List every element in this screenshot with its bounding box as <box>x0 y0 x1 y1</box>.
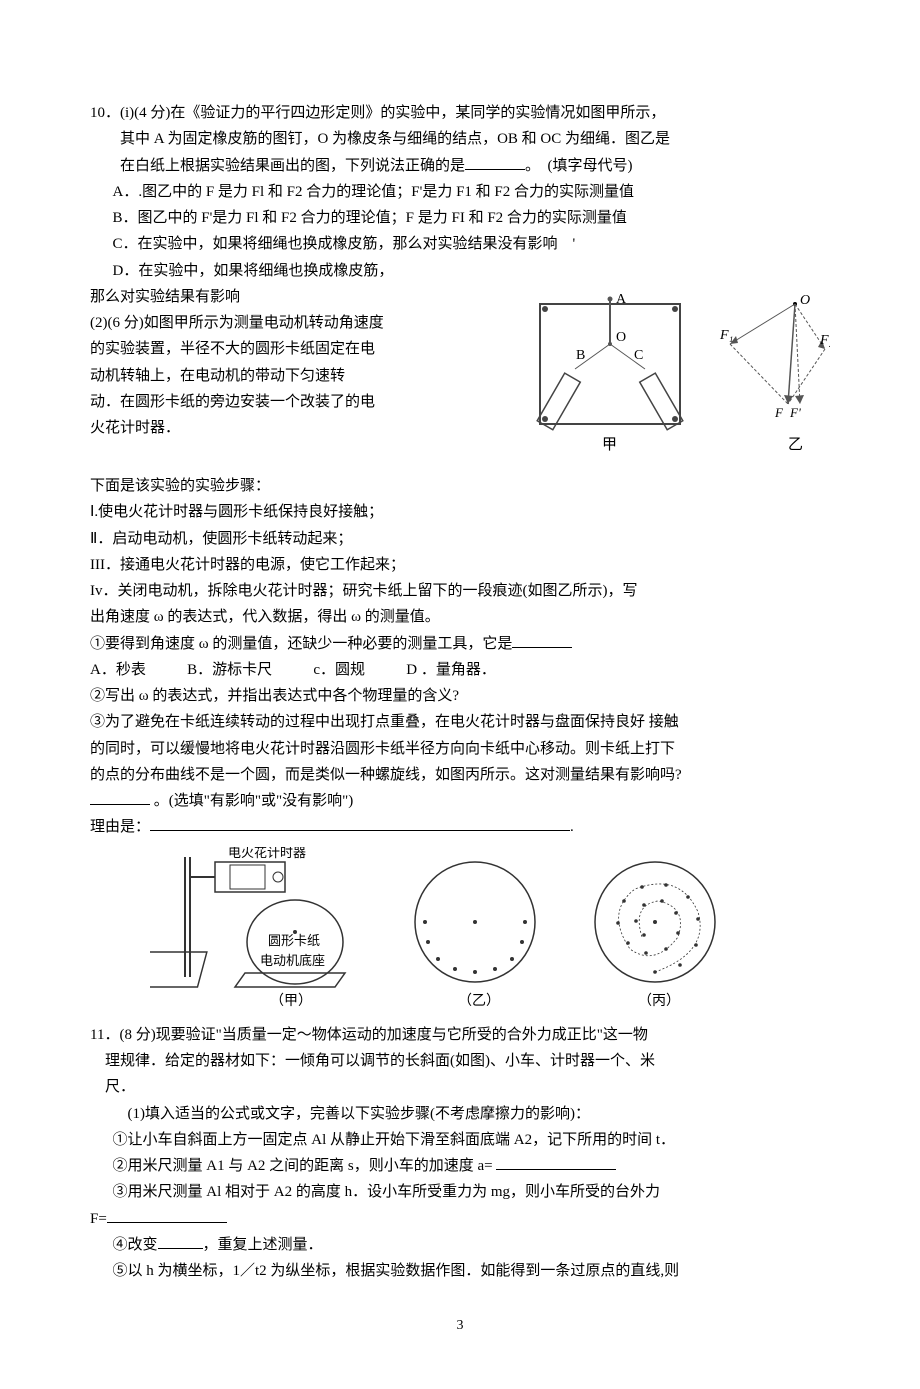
q10-i-line2: 其中 A 为固定橡皮筋的图钉，O 为橡皮条与细绳的结点，OB 和 OC 为细绳．… <box>90 126 830 152</box>
q11-l2: 理规律．给定的器材如下：一倾角可以调节的长斜面(如图)、小车、计时器一个、米 <box>90 1048 830 1074</box>
q10-sub3b: 的同时，可以缓慢地将电火花计时器沿圆形卡纸半径方向向卡纸中心移动。则卡纸上打下 <box>90 736 830 762</box>
q10-i-header: 10．(i)(4 分)在《验证力的平行四边形定则》的实验中，某同学的实验情况如图… <box>90 100 830 126</box>
fig-dev-jia-cap: （甲） <box>270 993 312 1007</box>
fig-yi-label-F1: F₁ <box>719 328 733 343</box>
q10-i-line3-text: 在白纸上根据实验结果画出的图，下列说法正确的是 <box>120 158 465 174</box>
q10-sub1-text: ①要得到角速度 ω 的测量值，还缺少一种必要的测量工具，它是 <box>90 636 512 652</box>
q10-sub3-fill: 。(选填"有影响"或"没有影响") <box>90 788 830 814</box>
q10-sub3a: ③为了避免在卡纸连续转动的过程中出现打点重叠，在电火花计时器与盘面保持良好 接触 <box>90 709 830 735</box>
q10-sub1-options: A．秒表 B．游标卡尺 c．圆规 D ．量角器． <box>90 657 830 683</box>
fig-jia-caption: 甲 <box>602 437 617 453</box>
fig-dots <box>423 920 527 974</box>
q10-optD-l1: D．在实验中，如果将细绳也换成橡皮筋， <box>90 258 830 284</box>
q10-reason: 理由是：. <box>90 814 830 840</box>
q11-l3: 尺． <box>90 1074 830 1100</box>
q10-sub1: ①要得到角速度 ω 的测量值，还缺少一种必要的测量工具，它是 <box>90 631 830 657</box>
q10-step2: Ⅱ．启动电动机，使圆形卡纸转动起来； <box>90 526 830 552</box>
q10-sub1-A: A．秒表 <box>90 657 146 683</box>
q11-s2-blank[interactable] <box>496 1154 616 1170</box>
q11-s3b-text: F= <box>90 1211 107 1227</box>
q10-device-figures: 电火花计时器 圆形卡纸 电动机底座 （甲） （乙） <box>90 847 830 1016</box>
q11-s1: ①让小车自斜面上方一固定点 Al 从静止开始下滑至斜面底端 A2，记下所用的时间… <box>90 1127 830 1153</box>
q11-s4-blank[interactable] <box>158 1233 203 1249</box>
q10-reason-blank[interactable] <box>150 815 570 831</box>
fig-jia-label-A: A <box>616 292 627 307</box>
q10-sub1-B: B．游标卡尺 <box>187 657 272 683</box>
fig-jia-label-O: O <box>616 330 626 345</box>
fig-yi-caption: 乙 <box>788 437 803 453</box>
q11-s3b-blank[interactable] <box>107 1207 227 1223</box>
q10-step4b: 出角速度 ω 的表达式，代入数据，得出 ω 的测量值。 <box>90 604 830 630</box>
q10-step1: Ⅰ.使电火花计时器与圆形卡纸保持良好接触； <box>90 499 830 525</box>
q11-s5: ⑤以 h 为横坐标，1／t2 为纵坐标，根据实验数据作图．如能得到一条过原点的直… <box>90 1258 830 1284</box>
q10-step4a: Iv．关闭电动机，拆除电火花计时器；研究卡纸上留下的一段痕迹(如图乙所示)，写 <box>90 578 830 604</box>
q10-sub2: ②写出 ω 的表达式，并指出表达式中各个物理量的含义? <box>90 683 830 709</box>
q10-i-line3: 在白纸上根据实验结果画出的图，下列说法正确的是 。 (填字母代号) <box>90 153 830 179</box>
fig-yi-label-Fp: F' <box>789 405 801 420</box>
q11-s2: ②用米尺测量 A1 与 A2 之间的距离 s，则小车的加速度 a= <box>90 1153 830 1179</box>
q11-s4: ④改变 ，重复上述测量． <box>90 1232 830 1258</box>
q10-blank-answer[interactable] <box>465 154 525 170</box>
fig-spiral-cap: （丙） <box>638 993 680 1007</box>
fig-dev-base-label: 电动机底座 <box>260 953 325 968</box>
q10-device-svg: 电火花计时器 圆形卡纸 电动机底座 （甲） （乙） <box>150 847 770 1007</box>
q11-s2-text: ②用米尺测量 A1 与 A2 之间的距离 s，则小车的加速度 a= <box>113 1158 493 1174</box>
q11-s4b: ，重复上述测量． <box>203 1237 323 1253</box>
q10-step3: III．接通电火花计时器的电源，使它工作起来； <box>90 552 830 578</box>
q10-fig-jia-yi-svg: A O B C 甲 O F₁ F₂ <box>510 284 830 454</box>
fig-yi-label-F: F <box>774 405 784 420</box>
fig-jia-label-B: B <box>576 348 585 363</box>
q10-optA: A．.图乙中的 F 是力 Fl 和 F2 合力的理论值；F'是力 F1 和 F2… <box>90 179 830 205</box>
q11-s3b: F= <box>90 1206 830 1232</box>
q10-sub1-C: c．圆规 <box>313 657 365 683</box>
q11-s4a: ④改变 <box>113 1237 158 1253</box>
fig-dots-cap: （乙） <box>458 993 500 1007</box>
q10-optC: C．在实验中，如果将细绳也换成橡皮筋，那么对实验结果没有影响 ' <box>90 231 830 257</box>
q11-sub1-hdr: (1)填入适当的公式或文字，完善以下实验步骤(不考虑摩擦力的影响)： <box>90 1101 830 1127</box>
q10-sub3-tail: 。(选填"有影响"或"没有影响") <box>150 793 353 809</box>
q10-reason-label: 理由是： <box>90 819 150 835</box>
fig-yi-label-F2: F₂ <box>819 333 830 348</box>
q10-i-line3-tail: 。 (填字母代号) <box>525 158 633 174</box>
fig-dev-timer-label: 电火花计时器 <box>228 847 306 860</box>
q10-steps-hdr: 下面是该实验的实验步骤： <box>90 473 830 499</box>
fig-dev-disk-label: 圆形卡纸 <box>268 933 320 948</box>
q10-sub1-D: D ．量角器． <box>406 657 496 683</box>
fig-jia-label-C: C <box>634 348 643 363</box>
q10-sub3c: 的点的分布曲线不是一个圆，而是类似一种螺旋线，如图丙所示。这对测量结果有影响吗? <box>90 762 830 788</box>
q10-optB: B．图乙中的 F'是力 Fl 和 F2 合力的理论值；F 是力 FI 和 F2 … <box>90 205 830 231</box>
q10-sub1-blank[interactable] <box>512 632 572 648</box>
q11-s3: ③用米尺测量 Al 相对于 A2 的高度 h．设小车所受重力为 mg，则小车所受… <box>90 1179 830 1205</box>
q10-figures-right: A O B C 甲 O F₁ F₂ <box>510 284 830 463</box>
page-number: 3 <box>90 1314 830 1339</box>
fig-yi-label-O: O <box>800 293 810 308</box>
q11-header: 11．(8 分)现要验证"当质量一定～物体运动的加速度与它所受的合外力成正比"这… <box>90 1022 830 1048</box>
q10-sub3-blank[interactable] <box>90 789 150 805</box>
fig-spiral-dots <box>616 883 700 974</box>
